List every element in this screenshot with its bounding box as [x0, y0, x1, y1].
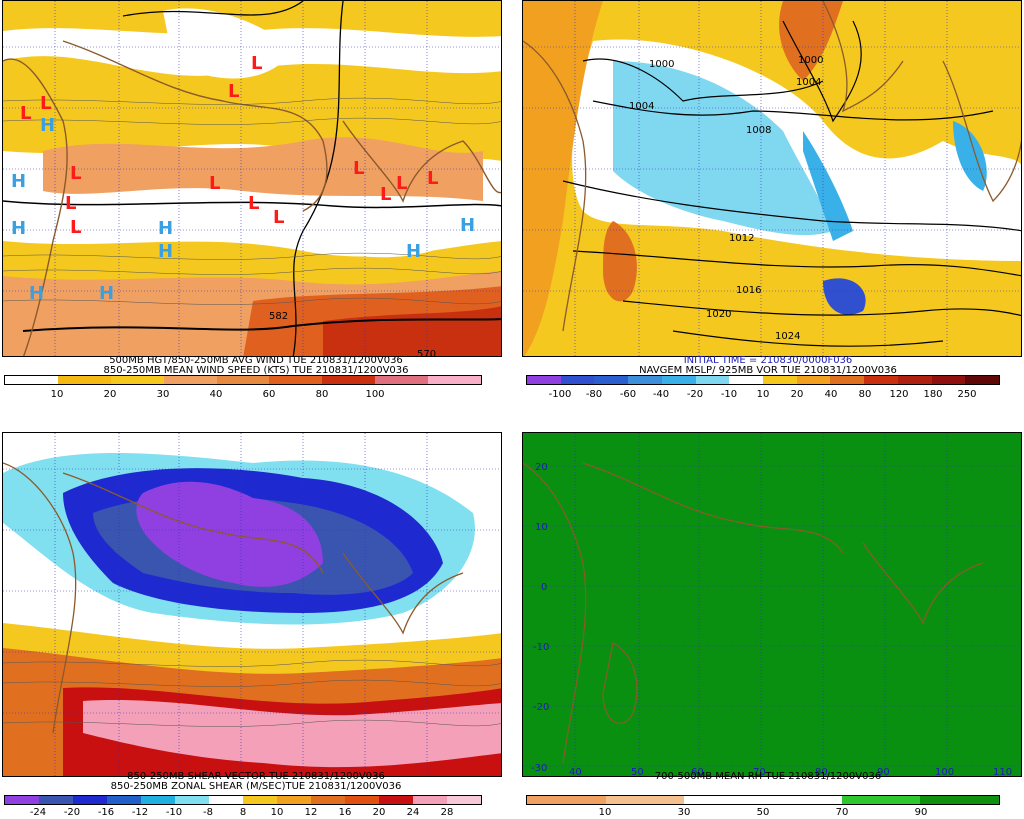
low-marker: L — [20, 103, 31, 124]
low-marker: L — [396, 173, 407, 194]
panel-wind-speed: 582 570 L L L L L L L L L L L L L L H — [0, 0, 512, 409]
panel4-title: 700-500MB MEAN RH TUE 210831/1200V036 — [654, 771, 882, 782]
low-marker: L — [70, 163, 81, 184]
lon-label: 50 — [631, 767, 644, 777]
map-wind-speed: 582 570 L L L L L L L L L L L L L L H — [2, 0, 502, 357]
lat-label: -20 — [533, 702, 549, 713]
map-shear — [2, 432, 502, 777]
lat-label: 20 — [535, 462, 548, 473]
isobar-label: 1012 — [729, 233, 754, 244]
high-marker: H — [11, 218, 26, 239]
low-marker: L — [40, 93, 51, 114]
high-marker: H — [40, 115, 55, 136]
vorticity-map: 1000 1004 1008 1012 1016 1020 1024 1000 … — [523, 1, 1021, 356]
lon-label: 100 — [935, 767, 954, 777]
lon-label: 40 — [569, 767, 582, 777]
panel3-title-line2: 850-250MB ZONAL SHEAR (M/SEC)TUE 210831/… — [110, 781, 402, 792]
lon-label: 90 — [877, 767, 890, 777]
panel1-title-line1: 500MB HGT/850-250MB AVG WIND TUE 210831/… — [109, 355, 403, 366]
wind-speed-ticks: 10 20 30 40 60 80 100 — [50, 389, 385, 400]
rh-ticks: 10 30 50 70 90 — [598, 807, 928, 818]
low-marker: L — [353, 158, 364, 179]
shear-map — [3, 433, 501, 776]
vorticity-colorbar — [526, 375, 1000, 385]
lon-label: 60 — [691, 767, 704, 777]
wind-speed-map: 582 570 L L L L L L L L L L L L L L H — [3, 1, 501, 357]
low-marker: L — [209, 173, 220, 194]
low-marker: L — [70, 217, 81, 238]
rh-map: 20 10 0 -10 -20 -30 40 50 60 70 80 90 10… — [523, 433, 1021, 777]
low-marker: L — [65, 193, 76, 214]
lat-label: -10 — [533, 642, 549, 653]
map-vorticity: 1000 1004 1008 1012 1016 1020 1024 1000 … — [522, 0, 1022, 357]
isobar-label: 1008 — [746, 125, 771, 136]
high-marker: H — [11, 171, 26, 192]
high-marker: H — [29, 283, 44, 304]
isobar-label: 1020 — [706, 309, 731, 320]
lat-label: -30 — [531, 763, 547, 774]
isobar-label: 1024 — [775, 331, 800, 342]
panel3-title-line1: 850-250MB SHEAR VECTOR TUE 210831/1200V0… — [127, 771, 385, 782]
lon-label: 110 — [993, 767, 1012, 777]
shear-colorbar — [4, 795, 482, 805]
isobar-label: 1000 — [649, 59, 674, 70]
high-marker: H — [158, 241, 173, 262]
panel1-title-line2: 850-250MB MEAN WIND SPEED (KTS) TUE 2108… — [103, 365, 409, 376]
low-marker: L — [427, 168, 438, 189]
panel-rh: 20 10 0 -10 -20 -30 40 50 60 70 80 90 10… — [512, 410, 1024, 819]
panel2-initial-time: INITIAL TIME = 210830/0000F036 — [683, 355, 853, 366]
map-rh: 20 10 0 -10 -20 -30 40 50 60 70 80 90 10… — [522, 432, 1022, 777]
lon-label: 80 — [815, 767, 828, 777]
shear-ticks: -24 -20 -16 -12 -10 -8 8 10 12 16 20 24 28 — [29, 807, 454, 818]
rh-colorbar — [526, 795, 1000, 805]
high-marker: H — [406, 241, 421, 262]
isobar-label: 1004 — [796, 77, 821, 88]
contour-label-582: 582 — [269, 311, 288, 322]
panel-vorticity: 1000 1004 1008 1012 1016 1020 1024 1000 … — [512, 0, 1024, 409]
high-marker: H — [99, 283, 114, 304]
isobar-label: 1004 — [629, 101, 654, 112]
panel-shear: 850-250MB SHEAR VECTOR TUE 210831/1200V0… — [0, 410, 512, 819]
panel2-title: NAVGEM MSLP/ 925MB VOR TUE 210831/1200V0… — [639, 365, 897, 376]
high-marker: H — [460, 215, 475, 236]
vorticity-ticks: -100 -80 -60 -40 -20 -10 10 20 40 80 120 180 2… — [548, 389, 977, 400]
lat-label: 0 — [541, 582, 547, 593]
isobar-label: 1000 — [798, 55, 823, 66]
lon-label: 70 — [753, 767, 766, 777]
wind-speed-colorbar — [4, 375, 482, 385]
low-marker: L — [228, 81, 239, 102]
contour-label-570: 570 — [417, 349, 436, 357]
low-marker: L — [251, 53, 262, 74]
lat-label: 10 — [535, 522, 548, 533]
high-marker: H — [158, 218, 173, 239]
low-marker: L — [248, 193, 259, 214]
isobar-label: 1016 — [736, 285, 761, 296]
low-marker: L — [273, 207, 284, 228]
low-marker: L — [380, 184, 391, 205]
